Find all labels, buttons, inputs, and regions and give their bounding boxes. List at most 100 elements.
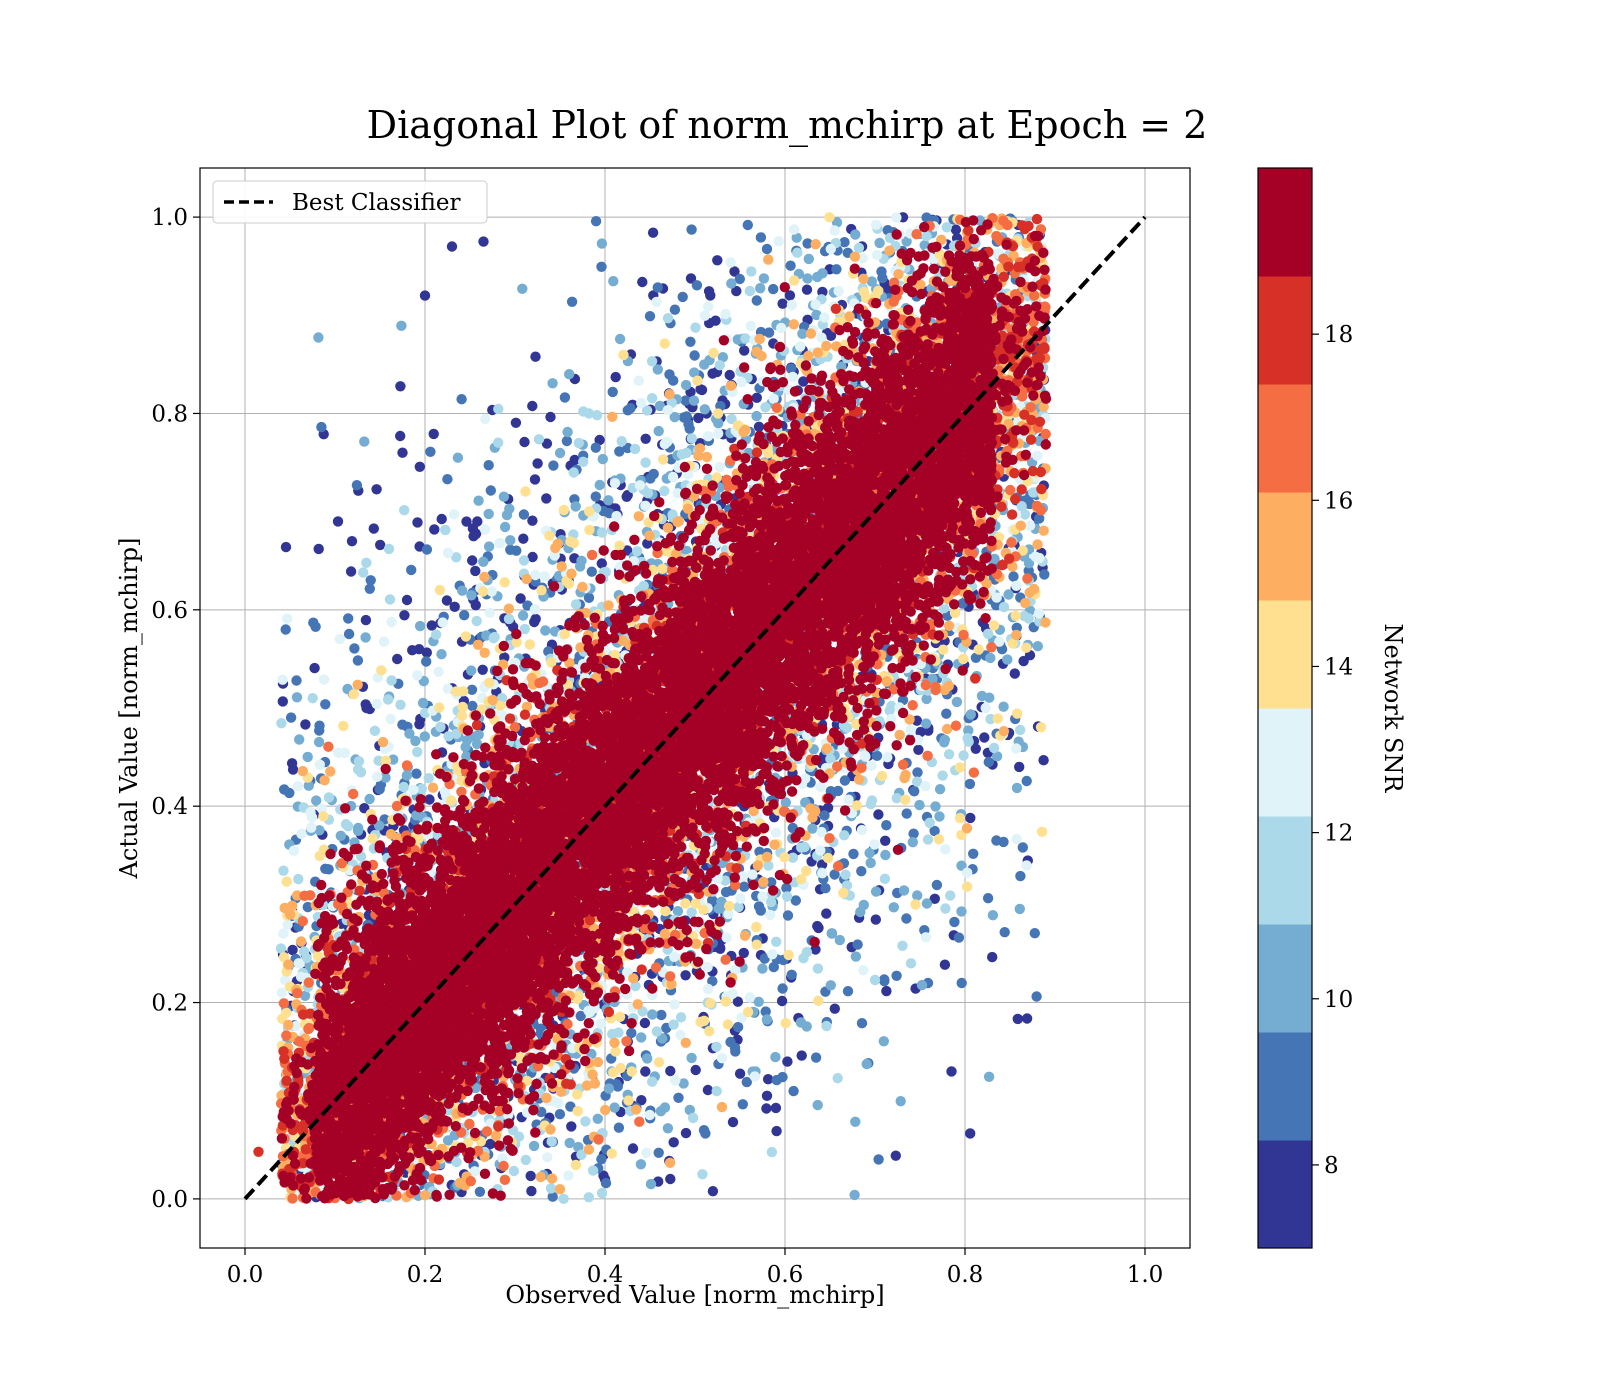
scatter-point	[527, 400, 538, 412]
scatter-point	[442, 547, 454, 559]
scatter-point	[905, 724, 917, 735]
scatter-point	[697, 1169, 708, 1180]
scatter-point	[519, 436, 530, 448]
scatter-point	[745, 320, 756, 332]
scatter-point	[761, 1090, 773, 1102]
scatter-point	[678, 412, 690, 423]
scatter-point	[1021, 1013, 1033, 1024]
scatter-point	[361, 702, 372, 714]
chart-title: Diagonal Plot of norm_mchirp at Epoch = …	[367, 103, 1208, 148]
scatter-point	[760, 402, 771, 413]
scatter-point	[640, 433, 651, 444]
scatter-point	[378, 636, 390, 647]
scatter-point	[493, 437, 504, 448]
scatter-point	[291, 692, 303, 703]
scatter-point	[770, 1051, 781, 1063]
scatter-point	[647, 227, 659, 238]
scatter-point	[930, 801, 941, 812]
scatter-point	[282, 613, 293, 624]
scatter-point	[428, 428, 439, 440]
scatter-point	[425, 446, 436, 457]
scatter-point	[761, 243, 773, 255]
scatter-point	[287, 944, 298, 956]
scatter-point	[529, 474, 541, 485]
scatter-point	[871, 750, 883, 761]
scatter-point	[1008, 571, 1019, 582]
scatter-point	[755, 232, 767, 243]
scatter-point	[580, 1116, 591, 1127]
scatter-point	[1002, 654, 1013, 665]
scatter-point	[640, 1066, 651, 1077]
scatter-point	[667, 471, 679, 483]
scatter-point	[690, 1064, 701, 1076]
scatter-point	[430, 629, 442, 640]
scatter-point	[399, 505, 410, 516]
scatter-point	[724, 369, 735, 381]
scatter-point	[562, 426, 573, 438]
scatter-point	[850, 1116, 861, 1128]
scatter-point	[982, 893, 994, 904]
scatter-point	[940, 844, 951, 855]
scatter-point	[934, 784, 946, 795]
scatter-point	[730, 1046, 741, 1057]
scatter-point	[968, 848, 979, 859]
scatter-point	[480, 413, 491, 425]
scatter-point	[386, 616, 397, 628]
scatter-point	[873, 1154, 884, 1165]
scatter-point	[776, 995, 788, 1007]
scatter-point	[675, 1012, 687, 1023]
scatter-point	[419, 290, 431, 301]
scatter-point	[483, 508, 494, 520]
scatter-point	[921, 898, 933, 909]
scatter-point	[802, 273, 813, 284]
scatter-point	[504, 503, 515, 514]
scatter-point	[435, 721, 446, 733]
scatter-point	[964, 778, 976, 790]
scatter-point	[735, 893, 746, 904]
scatter-point	[655, 1106, 667, 1117]
scatter-point	[470, 565, 481, 577]
scatter-point	[1014, 761, 1025, 773]
scatter-point	[540, 625, 551, 636]
scatter-point	[645, 473, 656, 484]
scatter-point	[351, 480, 363, 491]
scatter-point	[782, 910, 794, 921]
scatter-point	[410, 735, 421, 747]
scatter-point	[359, 436, 370, 447]
scatter-point	[699, 404, 710, 415]
scatter-point	[466, 684, 478, 695]
scatter-point	[437, 617, 448, 628]
scatter-point	[920, 718, 932, 729]
scatter-point	[916, 979, 928, 991]
scatter-point	[991, 592, 1002, 603]
scatter-point	[702, 961, 713, 973]
scatter-point	[753, 421, 765, 432]
scatter-point	[865, 798, 876, 810]
scatter-point	[855, 906, 866, 918]
scatter-point	[1011, 782, 1023, 794]
scatter-point	[832, 1073, 843, 1084]
scatter-point	[587, 1165, 599, 1176]
scatter-point	[852, 939, 863, 950]
scatter-point	[498, 491, 510, 502]
scatter-point	[965, 709, 976, 720]
scatter-point	[870, 914, 881, 925]
scatter-point	[564, 1137, 575, 1149]
scatter-point	[541, 438, 553, 449]
scatter-point	[941, 222, 952, 233]
scatter-point	[965, 812, 976, 824]
scatter-point	[414, 719, 425, 730]
scatter-point	[669, 999, 680, 1010]
scatter-point	[279, 784, 290, 795]
scatter-point	[505, 544, 516, 555]
scatter-point	[877, 272, 888, 284]
scatter-point	[999, 927, 1010, 938]
scatter-point	[711, 1041, 722, 1053]
scatter-point	[442, 474, 453, 485]
scatter-point	[436, 513, 447, 525]
scatter-point	[335, 830, 346, 841]
scatter-point	[474, 1186, 486, 1198]
scatter-point	[634, 480, 646, 491]
scatter-point	[603, 1083, 615, 1094]
